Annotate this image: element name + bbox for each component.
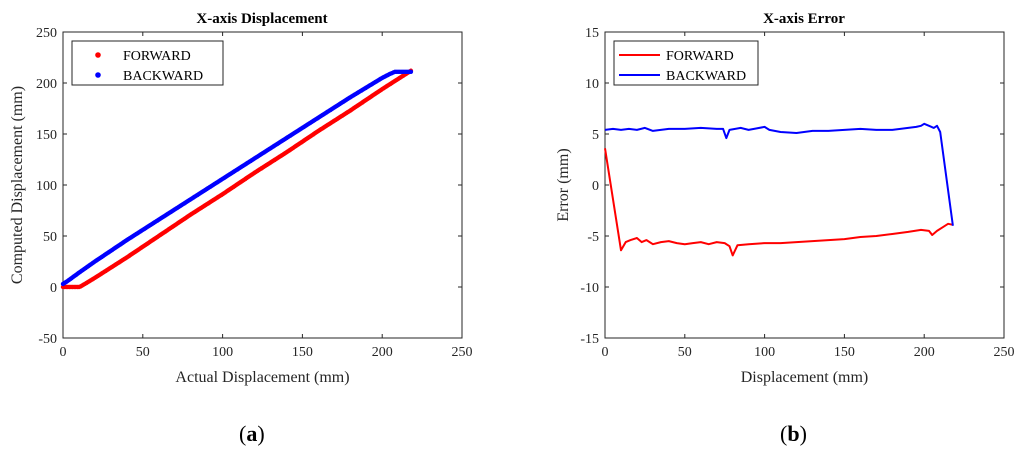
x-tick-label-a: 200 xyxy=(372,345,393,360)
x-tick-label-b: 200 xyxy=(914,345,935,360)
legend-marker-forward-a xyxy=(95,52,101,58)
caption-b-letter: b xyxy=(787,421,800,446)
y-tick-label-b: -10 xyxy=(580,281,599,296)
legend-label-backward-b: BACKWARD xyxy=(666,69,746,84)
chart-title-a: X-axis Displacement xyxy=(196,11,327,27)
chart-title-b: X-axis Error xyxy=(763,11,845,27)
data-point-backward-a xyxy=(408,69,414,74)
legend-marker-backward-a xyxy=(95,72,101,78)
x-tick-label-b: 50 xyxy=(678,345,692,360)
y-tick-label-a: 200 xyxy=(36,77,57,92)
x-tick-label-b: 150 xyxy=(834,345,855,360)
y-tick-label-b: 15 xyxy=(585,26,599,41)
y-axis-label-a: Computed Displacement (mm) xyxy=(9,86,26,284)
x-axis-label-a: Actual Displacement (mm) xyxy=(175,369,349,386)
y-tick-label-a: 50 xyxy=(43,230,57,245)
x-tick-label-b: 250 xyxy=(994,345,1015,360)
x-tick-label-b: 0 xyxy=(602,345,609,360)
x-tick-label-a: 50 xyxy=(136,345,150,360)
series-line-forward-b xyxy=(604,148,954,257)
x-tick-label-b: 100 xyxy=(754,345,775,360)
y-tick-label-a: 250 xyxy=(36,26,57,41)
y-tick-label-b: -5 xyxy=(587,230,599,245)
caption-a-letter: a xyxy=(246,421,258,446)
legend-box-b xyxy=(613,40,759,86)
series-line-backward-b xyxy=(604,122,954,226)
x-axis-label-b: Displacement (mm) xyxy=(741,369,869,386)
x-tick-label-a: 250 xyxy=(452,345,473,360)
y-tick-label-a: 100 xyxy=(36,179,57,194)
y-tick-label-a: -50 xyxy=(38,332,57,347)
y-tick-label-b: 5 xyxy=(592,128,599,143)
y-tick-label-b: -15 xyxy=(580,332,599,347)
y-axis-label-b: Error (mm) xyxy=(555,148,572,221)
x-tick-label-a: 100 xyxy=(212,345,233,360)
x-tick-label-a: 150 xyxy=(292,345,313,360)
y-tick-label-b: 10 xyxy=(585,77,599,92)
legend-label-forward-a: FORWARD xyxy=(123,49,191,64)
caption-a: (a) xyxy=(239,421,265,446)
y-tick-label-b: 0 xyxy=(592,179,599,194)
caption-b: (b) xyxy=(780,421,807,446)
y-tick-label-a: 150 xyxy=(36,128,57,143)
legend-label-backward-a: BACKWARD xyxy=(123,69,203,84)
legend-label-forward-b: FORWARD xyxy=(666,49,734,64)
x-tick-label-a: 0 xyxy=(60,345,67,360)
y-tick-label-a: 0 xyxy=(50,281,57,296)
